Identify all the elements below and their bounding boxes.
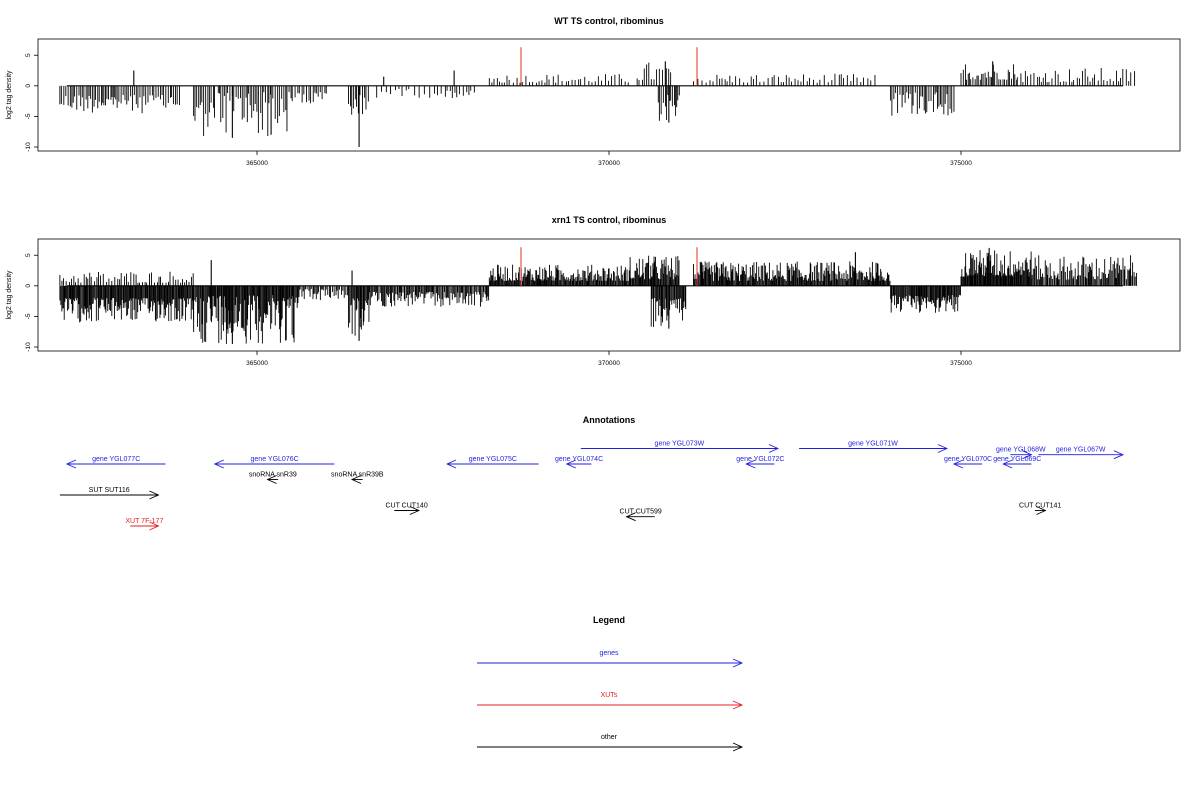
xrn1-x-tick-label: 370000 [598,360,620,367]
legend-label-genes: genes [599,650,619,657]
feature-arrowhead-cut-cut599 [625,512,636,522]
legend-title: Legend [593,615,625,625]
feature-label-snorna-snr39b: snoRNA snR39B [331,472,384,479]
feature-arrowhead-xut-7f-177 [149,521,160,531]
feature-label-gene-ygl074c: gene YGL074C [555,456,603,463]
xrn1-y-tick-label: 5 [25,253,32,257]
xrn1-axes: -10 -5 0 5 365000 370000 375000 [25,253,972,367]
wt-y-tick-label: 5 [25,53,32,57]
wt-axes: -10 -5 0 5 365000 370000 375000 [25,53,972,167]
xrn1-x-tick-label: 375000 [950,360,972,367]
xrn1-track-panel: xrn1 TS control, ribominus log2 tag dens… [6,215,1181,367]
wt-track-title: WT TS control, ribominus [554,16,664,26]
feature-label-gene-ygl072c: gene YGL072C [736,456,784,463]
feature-arrowhead-cut-cut140 [409,506,421,515]
annotations-panel: Annotations gene YGL077C gene YGL076C gene… [59,415,1125,531]
feature-arrowhead-snorna-snr39 [266,475,277,484]
xrn1-bars [59,247,1137,344]
feature-arrowhead-gene-ygl074c [565,459,576,469]
feature-label-cut-cut141: CUT CUT141 [1019,503,1061,510]
xrn1-track-title: xrn1 TS control, ribominus [552,215,667,225]
legend-label-other: other [601,734,618,741]
annotation-features: gene YGL077C gene YGL076C gene YGL075C gene… [59,441,1125,531]
feature-label-gene-ygl068w: gene YGL068W [996,447,1046,454]
feature-arrowhead-gene-ygl073w [768,444,780,453]
wt-bars [59,47,1136,147]
legend-arrowhead-other [732,742,744,752]
feature-label-gene-ygl067w: gene YGL067W [1056,447,1106,454]
xrn1-y-axis-label: log2 tag density [6,270,13,320]
feature-label-gene-ygl076c: gene YGL076C [251,456,299,463]
wt-y-tick-label: 0 [25,84,32,88]
feature-label-gene-ygl075c: gene YGL075C [469,456,517,463]
legend-items: genes XUTs other [477,650,744,752]
wt-x-tick-label: 365000 [246,160,268,167]
wt-y-tick-label: -10 [25,142,32,152]
wt-track-panel: WT TS control, ribominus log2 tag densit… [6,16,1181,167]
wt-y-axis-label: log2 tag density [6,70,13,120]
feature-arrowhead-gene-ygl067w [1113,450,1125,460]
feature-arrowhead-gene-ygl075c [445,459,457,469]
feature-label-xut-7f-177: XUT 7F-177 [125,518,163,525]
feature-arrowhead-gene-ygl076c [213,459,224,469]
wt-x-tick-label: 370000 [598,160,620,167]
feature-arrowhead-cut-cut141 [1036,506,1047,515]
feature-label-sut-sut116: SUT SUT116 [89,487,130,494]
feature-label-cut-cut599: CUT CUT599 [620,509,662,516]
feature-arrowhead-gene-ygl068w [1022,450,1033,460]
legend-arrowhead-xuts [732,700,744,710]
feature-label-gene-ygl070c: gene YGL070C [944,456,992,463]
annotations-title: Annotations [583,415,636,425]
feature-label-gene-ygl069c: gene YGL069C [993,456,1041,463]
wt-x-tick-label: 375000 [950,160,972,167]
feature-arrowhead-gene-ygl071w [937,444,949,453]
xrn1-y-tick-label: 0 [25,284,32,288]
feature-arrowhead-gene-ygl072c [745,459,756,469]
feature-arrowhead-sut-sut116 [149,490,160,500]
legend-arrowhead-genes [732,658,744,668]
feature-label-snorna-snr39: snoRNA snR39 [249,472,297,479]
feature-label-cut-cut140: CUT CUT140 [385,503,427,510]
feature-arrowhead-gene-ygl077c [65,459,77,469]
feature-label-gene-ygl071w: gene YGL071W [848,441,898,448]
xrn1-y-tick-label: -10 [25,342,32,352]
feature-label-gene-ygl073w: gene YGL073W [655,441,705,448]
legend-panel: Legend genes XUTs other [477,615,744,752]
feature-arrowhead-gene-ygl069c [1002,459,1013,469]
feature-label-gene-ygl077c: gene YGL077C [92,456,140,463]
xrn1-y-tick-label: -5 [25,313,32,319]
feature-arrowhead-snorna-snr39b [350,475,362,484]
legend-label-xuts: XUTs [601,692,618,699]
xrn1-x-tick-label: 365000 [246,360,268,367]
wt-y-tick-label: -5 [25,113,32,119]
feature-arrowhead-gene-ygl070c [952,459,964,469]
